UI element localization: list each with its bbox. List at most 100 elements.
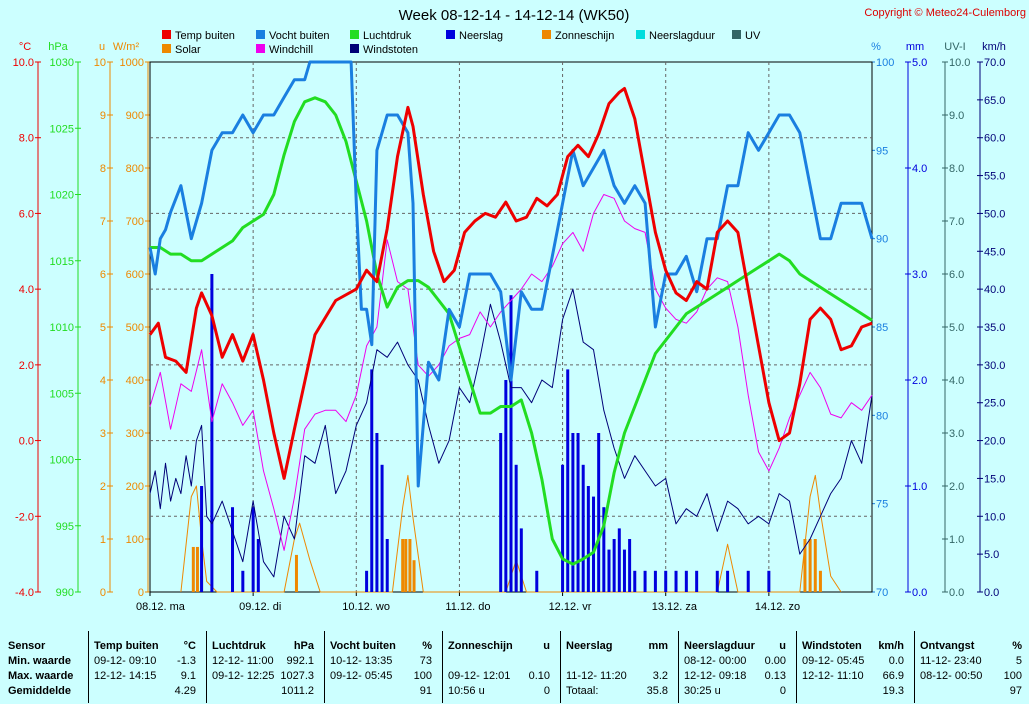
- avg-label: 10:56 u: [448, 685, 485, 697]
- neerslag-bar: [767, 570, 771, 592]
- x-tick-label: 09.12. di: [239, 601, 281, 613]
- wind-tick-label: 0.0: [984, 587, 999, 599]
- neerslag-bar: [571, 433, 575, 592]
- table-separator: [678, 631, 679, 703]
- sun-tick-label: 5: [100, 322, 106, 334]
- legend-swatch: [636, 30, 645, 39]
- avg-value: 97: [1009, 685, 1022, 697]
- uv-tick-label: 9.0: [949, 110, 964, 122]
- avg-value: 4.29: [174, 685, 196, 697]
- neerslag-bar: [256, 539, 260, 592]
- wind-tick-label: 70.0: [984, 57, 1005, 69]
- zonneschijn-bar: [195, 546, 199, 592]
- x-tick-label: 11.12. do: [445, 601, 490, 613]
- zonneschijn-bar: [401, 539, 405, 592]
- avg-value: 1011.2: [281, 685, 314, 697]
- humidity-tick-label: 90: [876, 234, 888, 246]
- col-unit: km/h: [878, 640, 904, 652]
- neerslag-bar: [746, 570, 750, 592]
- col-header: Temp buiten: [94, 640, 159, 652]
- x-tick-label: 10.12. wo: [342, 601, 390, 613]
- wind-tick-label: 25.0: [984, 398, 1005, 410]
- neerslag-bar: [628, 539, 632, 592]
- temp-tick-label: 0.0: [19, 436, 34, 448]
- temp-tick-label: -4.0: [15, 587, 34, 599]
- min-time: 09-12- 09:10: [94, 655, 157, 667]
- col-header: Zonneschijn: [448, 640, 513, 652]
- neerslag-bar: [715, 570, 719, 592]
- table-separator: [206, 631, 207, 703]
- legend-label: Neerslag: [459, 30, 503, 42]
- sun-tick-label: 9: [100, 110, 106, 122]
- legend: Temp buiten Vocht buiten Luchtdruk Neerslag…: [162, 30, 761, 56]
- rain-tick-label: 3.0: [912, 269, 927, 281]
- legend-swatch: [162, 30, 171, 39]
- sun-tick-label: 3: [100, 428, 106, 440]
- rain-tick-label: 5.0: [912, 57, 927, 69]
- min-time: 10-12- 13:35: [330, 655, 393, 667]
- zonneschijn-bar: [412, 560, 416, 592]
- neerslag-bar: [695, 570, 699, 592]
- neerslag-bar: [674, 570, 678, 592]
- max-time: 12-12- 14:15: [94, 670, 157, 682]
- col-unit: u: [543, 640, 550, 652]
- row-label: Sensor: [8, 640, 46, 652]
- avg-value: 91: [419, 685, 432, 697]
- pressure-tick-label: 1005: [50, 388, 74, 400]
- sun-tick-label: 0: [100, 587, 106, 599]
- col-header: Windstoten: [802, 640, 862, 652]
- neerslag-bar: [622, 549, 626, 592]
- uv-tick-label: 3.0: [949, 428, 964, 440]
- col-header: Luchtdruk: [212, 640, 266, 652]
- plot-area: [148, 60, 874, 593]
- max-time: 12-12- 11:10: [802, 670, 864, 682]
- row-label: Gemiddelde: [8, 685, 71, 697]
- sun-tick-label: 10: [94, 57, 106, 69]
- legend-label: Windstoten: [363, 44, 418, 56]
- neerslag-bar: [385, 539, 389, 592]
- pressure-tick-label: 1030: [50, 57, 74, 69]
- max-value: 100: [1003, 670, 1022, 682]
- zonneschijn-bar: [294, 554, 298, 592]
- x-tick-label: 14.12. zo: [755, 601, 800, 613]
- neerslag-bar: [514, 464, 518, 592]
- neerslag-bar: [664, 570, 668, 592]
- wind-tick-label: 30.0: [984, 360, 1005, 372]
- uv-tick-label: 8.0: [949, 163, 964, 175]
- min-time: 08-12- 00:00: [684, 655, 747, 667]
- neerslag-bar: [602, 507, 606, 592]
- col-header: Vocht buiten: [330, 640, 396, 652]
- pressure-tick-label: 1000: [50, 455, 74, 467]
- neerslag-bar: [380, 464, 384, 592]
- max-time: 08-12- 00:50: [920, 670, 983, 682]
- x-tick-label: 12.12. vr: [549, 601, 592, 613]
- col-unit: mm: [648, 640, 668, 652]
- legend-swatch: [350, 30, 359, 39]
- legend-label: Luchtdruk: [363, 30, 412, 42]
- neerslag-bar: [370, 369, 374, 592]
- pressure-tick-label: 1020: [50, 190, 74, 202]
- legend-label: Zonneschijn: [555, 30, 614, 42]
- chart-title: Week 08-12-14 - 14-12-14 (WK50): [399, 7, 630, 24]
- neerslag-bar: [519, 528, 523, 592]
- neerslag-bar: [375, 433, 379, 592]
- col-unit: u: [779, 640, 786, 652]
- neerslag-bar: [566, 369, 570, 592]
- legend-swatch: [350, 44, 359, 53]
- table-separator: [442, 631, 443, 703]
- uv-tick-label: 2.0: [949, 481, 964, 493]
- sun-tick-label: 6: [100, 269, 106, 281]
- max-value: 0.13: [764, 670, 786, 682]
- min-value: 0.0: [888, 655, 904, 667]
- wind-tick-label: 55.0: [984, 171, 1005, 183]
- temp-tick-label: 8.0: [19, 133, 34, 145]
- uv-tick-label: 1.0: [949, 534, 964, 546]
- sun-tick-label: 4: [100, 375, 106, 387]
- max-time: 09-12- 12:01: [448, 670, 511, 682]
- solar-tick-label: 500: [126, 322, 144, 334]
- temp-tick-label: 4.0: [19, 284, 34, 296]
- min-value: 73: [419, 655, 432, 667]
- neerslag-bar: [561, 464, 565, 592]
- pressure-tick-label: 990: [56, 587, 74, 599]
- zonneschijn-bar: [818, 570, 822, 592]
